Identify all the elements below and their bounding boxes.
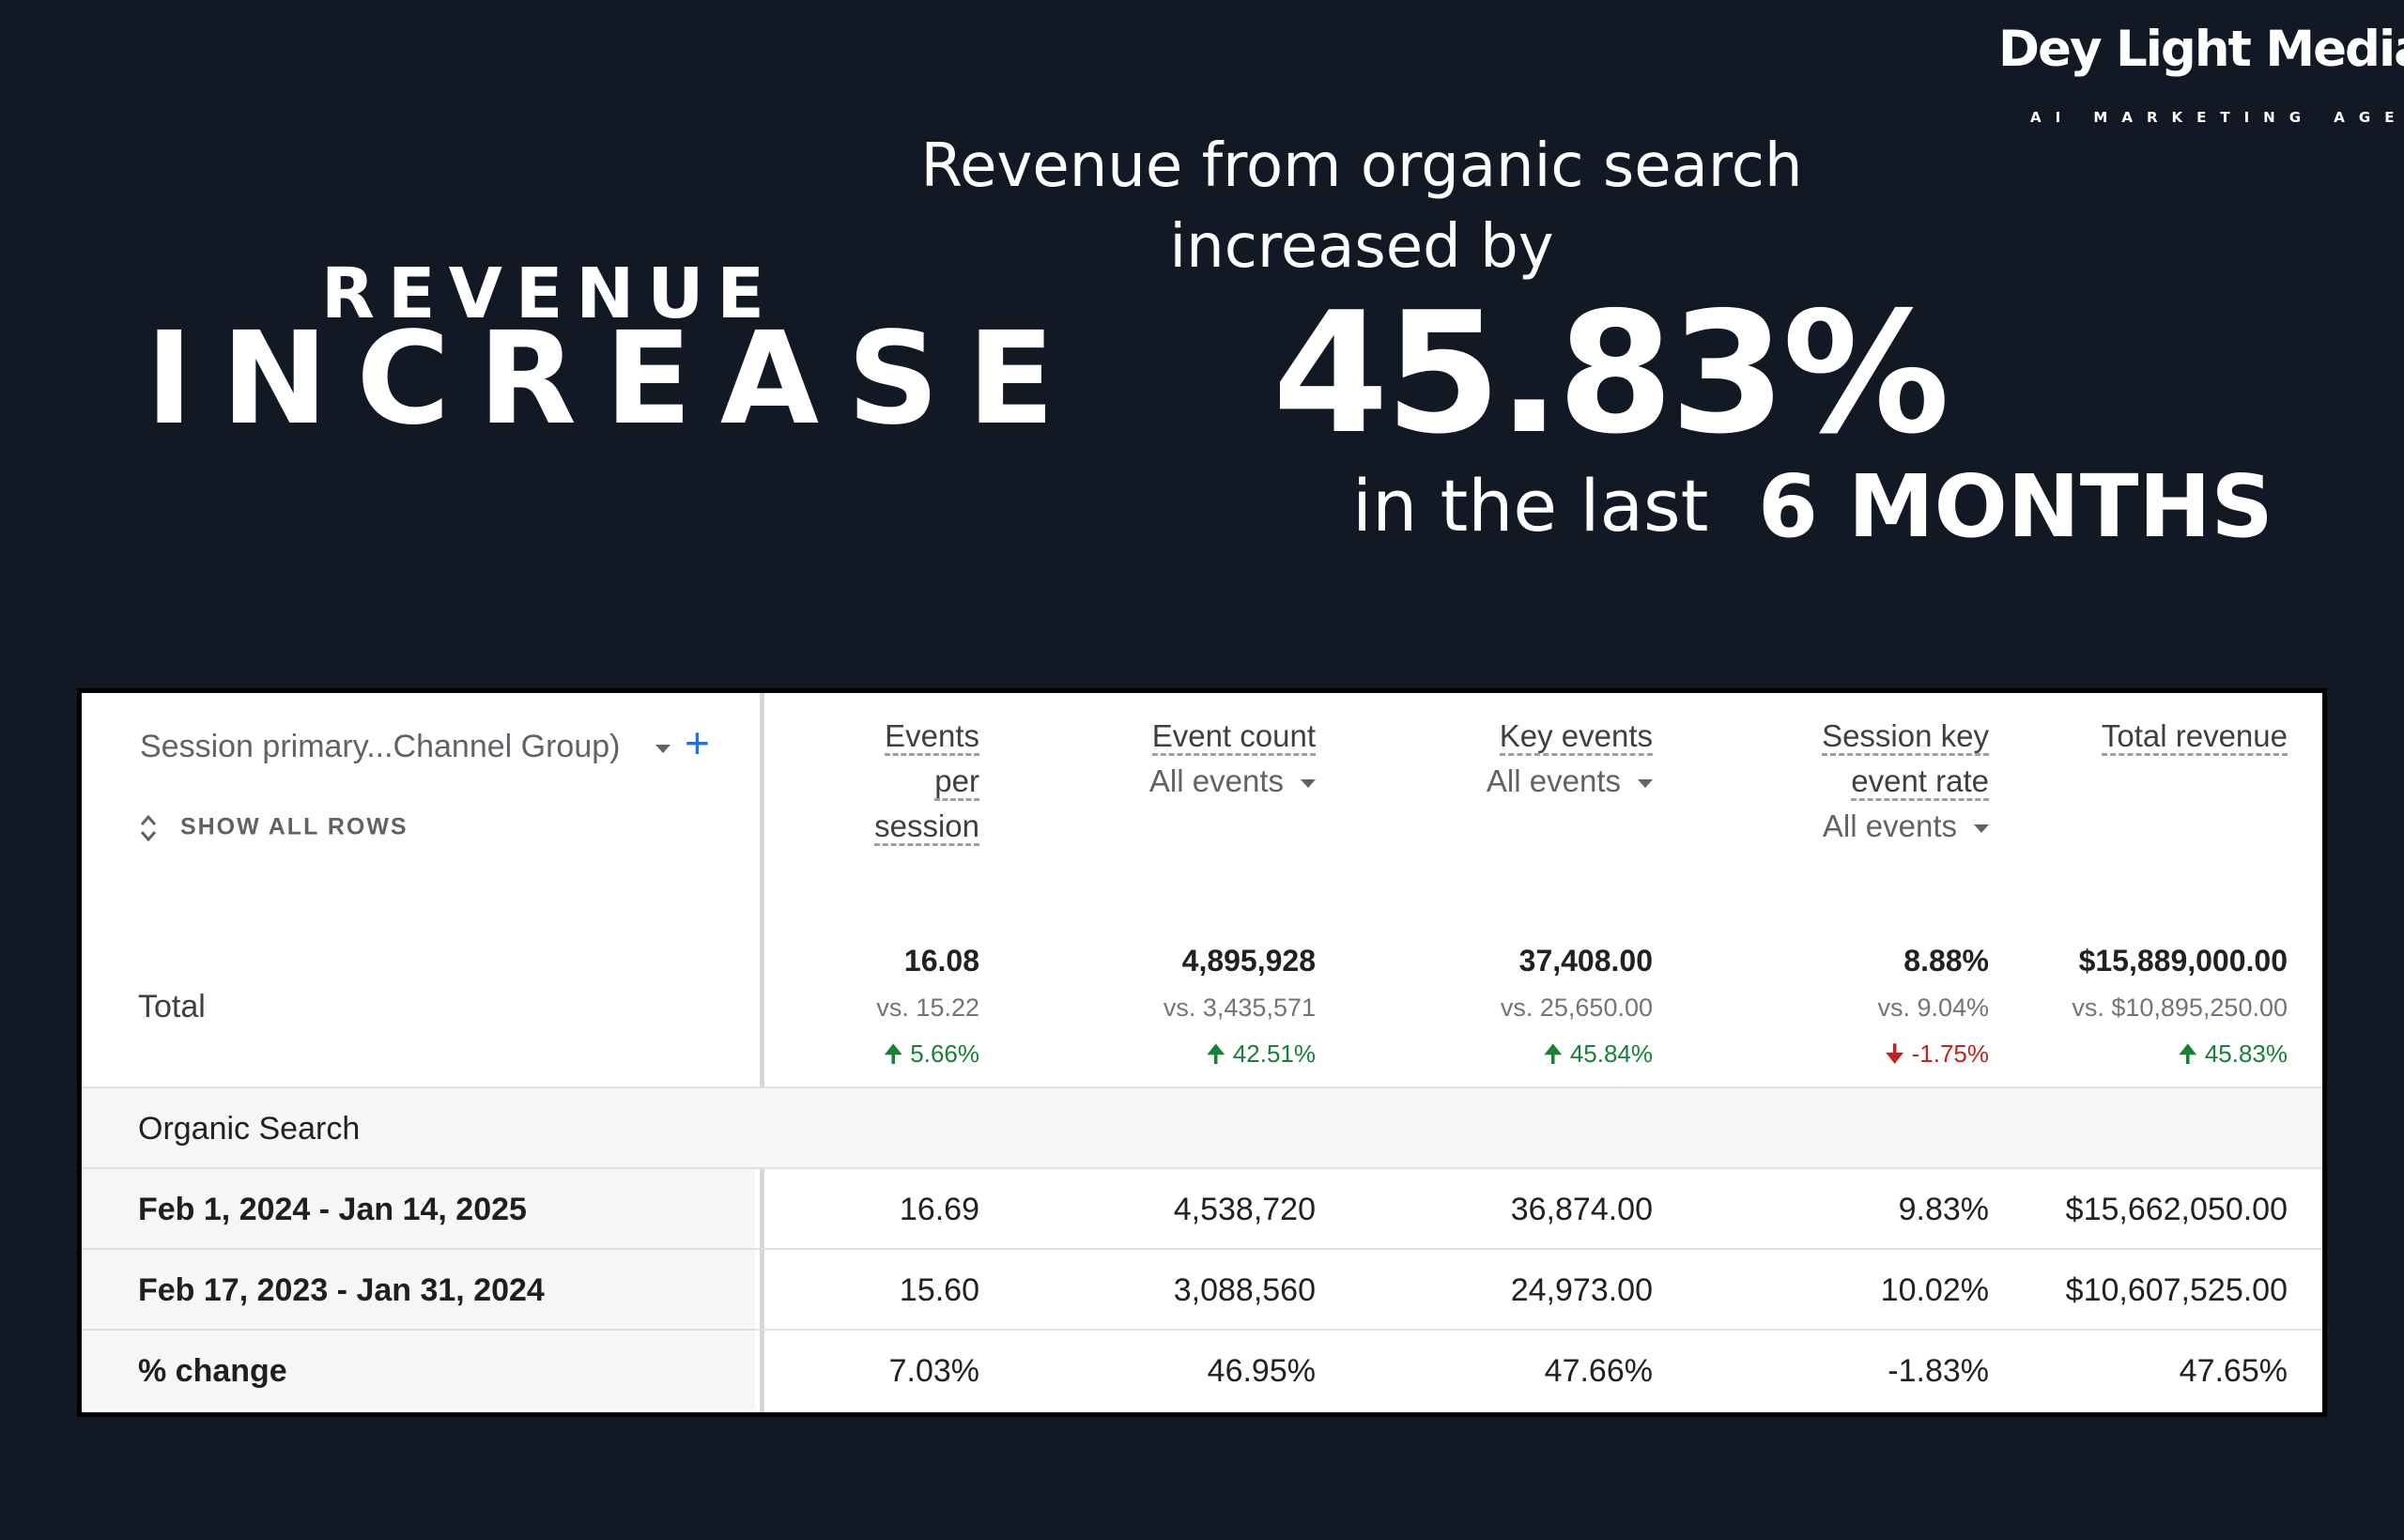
col-name: event rate [1851, 763, 1989, 801]
col-total-revenue[interactable]: Total revenue [2101, 714, 2288, 759]
heading-increase: INCREASE [146, 305, 1083, 454]
row-separator [82, 1248, 2322, 1250]
col-name: Key events [1499, 718, 1653, 756]
total-compare: vs. $10,895,250.00 [2072, 993, 2288, 1022]
table-cell: 10.02% [1880, 1272, 1989, 1308]
table-row-label: Feb 1, 2024 - Jan 14, 2025 [138, 1192, 527, 1227]
total-label: Total [138, 989, 206, 1024]
table-cell: -1.83% [1888, 1353, 1989, 1389]
total-value: $15,889,000.00 [2078, 944, 2288, 978]
arrow-up-icon: 🠉 [883, 1040, 904, 1068]
group-row [82, 1088, 2322, 1167]
logo-title: Dey Light Media [1998, 21, 2404, 78]
show-all-label: SHOW ALL ROWS [179, 813, 408, 840]
filter-label: All events [1148, 763, 1284, 798]
table-cell: $15,662,050.00 [2065, 1192, 2288, 1227]
event-filter-dropdown[interactable]: All events [1822, 804, 1989, 849]
col-name: per [934, 763, 979, 801]
row-label-cell [82, 1169, 755, 1248]
change-value: 45.83% [2204, 1040, 2288, 1068]
table-cell: 24,973.00 [1510, 1272, 1653, 1308]
filter-label: All events [1822, 808, 1957, 843]
change-value: -1.75% [1911, 1040, 1989, 1068]
event-filter-dropdown[interactable]: All events [1487, 759, 1653, 804]
headline-last: in the last [1352, 464, 1709, 547]
brand-logo: Dey Light Media AI MARKETING AGENCY [1998, 19, 2404, 131]
total-compare: vs. 25,650.00 [1500, 993, 1653, 1022]
filter-label: All events [1486, 763, 1621, 798]
expand-icon [140, 814, 157, 842]
row-separator [82, 1086, 2322, 1088]
col-name: Events [885, 718, 979, 756]
row-label-cell [82, 1250, 755, 1329]
headline-line2: increased by [1169, 212, 1554, 282]
heading-revenue: REVENUE [321, 254, 778, 334]
headline-period: 6 MONTHS [1758, 456, 2273, 557]
table-cell: 15.60 [899, 1272, 979, 1308]
show-all-rows-button[interactable]: SHOW ALL ROWS [138, 811, 408, 845]
table-cell: $10,607,525.00 [2065, 1272, 2288, 1308]
total-value: 8.88% [1903, 944, 1989, 978]
col-name: Session key [1822, 718, 1989, 756]
total-value: 16.08 [903, 944, 979, 978]
table-cell: 9.83% [1898, 1192, 1989, 1227]
table-cell: 46.95% [1207, 1353, 1316, 1389]
row-label-cell [82, 1331, 755, 1409]
logo-tagline: AI MARKETING AGENCY [2030, 109, 2404, 126]
arrow-up-icon: 🠉 [1206, 1040, 1226, 1068]
change-value: 42.51% [1232, 1040, 1316, 1068]
table-cell: 16.69 [899, 1192, 979, 1227]
col-events-per-session[interactable]: Events per session [874, 714, 979, 849]
arrow-up-icon: 🠉 [1543, 1040, 1564, 1068]
table-cell: 3,088,560 [1173, 1272, 1316, 1308]
arrow-down-icon: 🠋 [1884, 1040, 1905, 1068]
total-compare: vs. 9.04% [1877, 993, 1989, 1022]
total-change: 🠉 42.51% [1206, 1037, 1316, 1078]
total-compare: vs. 3,435,571 [1163, 993, 1316, 1022]
table-cell: 7.03% [888, 1353, 979, 1389]
change-value: 45.84% [1569, 1040, 1653, 1068]
total-compare: vs. 15.22 [876, 993, 979, 1022]
total-change: 🠉 5.66% [884, 1037, 980, 1078]
row-separator [82, 1329, 2322, 1331]
col-event-count[interactable]: Event count All events [1149, 714, 1316, 804]
total-change: 🠋 -1.75% [1885, 1037, 1989, 1078]
total-change: 🠉 45.83% [2178, 1037, 2288, 1078]
total-value: 4,895,928 [1181, 944, 1316, 978]
table-cell: 47.66% [1544, 1353, 1653, 1389]
col-session-key-event-rate[interactable]: Session key event rate All events [1822, 714, 1989, 849]
dimension-selector[interactable]: Session primary...Channel Group) [140, 729, 670, 765]
analytics-table: Session primary...Channel Group) + SHOW … [77, 688, 2327, 1417]
col-key-events[interactable]: Key events All events [1487, 714, 1653, 804]
headline-percent: 45.83% [1272, 276, 1949, 470]
chevron-down-icon [1301, 778, 1316, 788]
col-name: Total revenue [2101, 718, 2288, 756]
row-separator [82, 1167, 2322, 1169]
total-change: 🠉 45.84% [1543, 1037, 1653, 1078]
group-label: Organic Search [138, 1111, 361, 1147]
table-cell: 36,874.00 [1510, 1192, 1653, 1227]
table-cell: 47.65% [2179, 1353, 2288, 1389]
change-value: 5.66% [910, 1040, 979, 1068]
col-name: Event count [1151, 718, 1316, 756]
column-divider [760, 693, 764, 1412]
total-value: 37,408.00 [1518, 944, 1653, 978]
dimension-label: Session primary...Channel Group) [140, 729, 621, 764]
col-name: session [874, 808, 979, 846]
table-row-label: % change [138, 1353, 287, 1389]
add-dimension-button[interactable]: + [685, 718, 710, 767]
headline-line1: Revenue from organic search [920, 131, 1803, 201]
event-filter-dropdown[interactable]: All events [1149, 759, 1316, 804]
arrow-up-icon: 🠉 [2178, 1040, 2198, 1068]
chevron-down-icon [1974, 824, 1989, 833]
table-cell: 4,538,720 [1173, 1192, 1316, 1227]
table-row-label: Feb 17, 2023 - Jan 31, 2024 [138, 1272, 545, 1308]
chevron-down-icon [655, 744, 670, 753]
chevron-down-icon [1638, 778, 1653, 788]
